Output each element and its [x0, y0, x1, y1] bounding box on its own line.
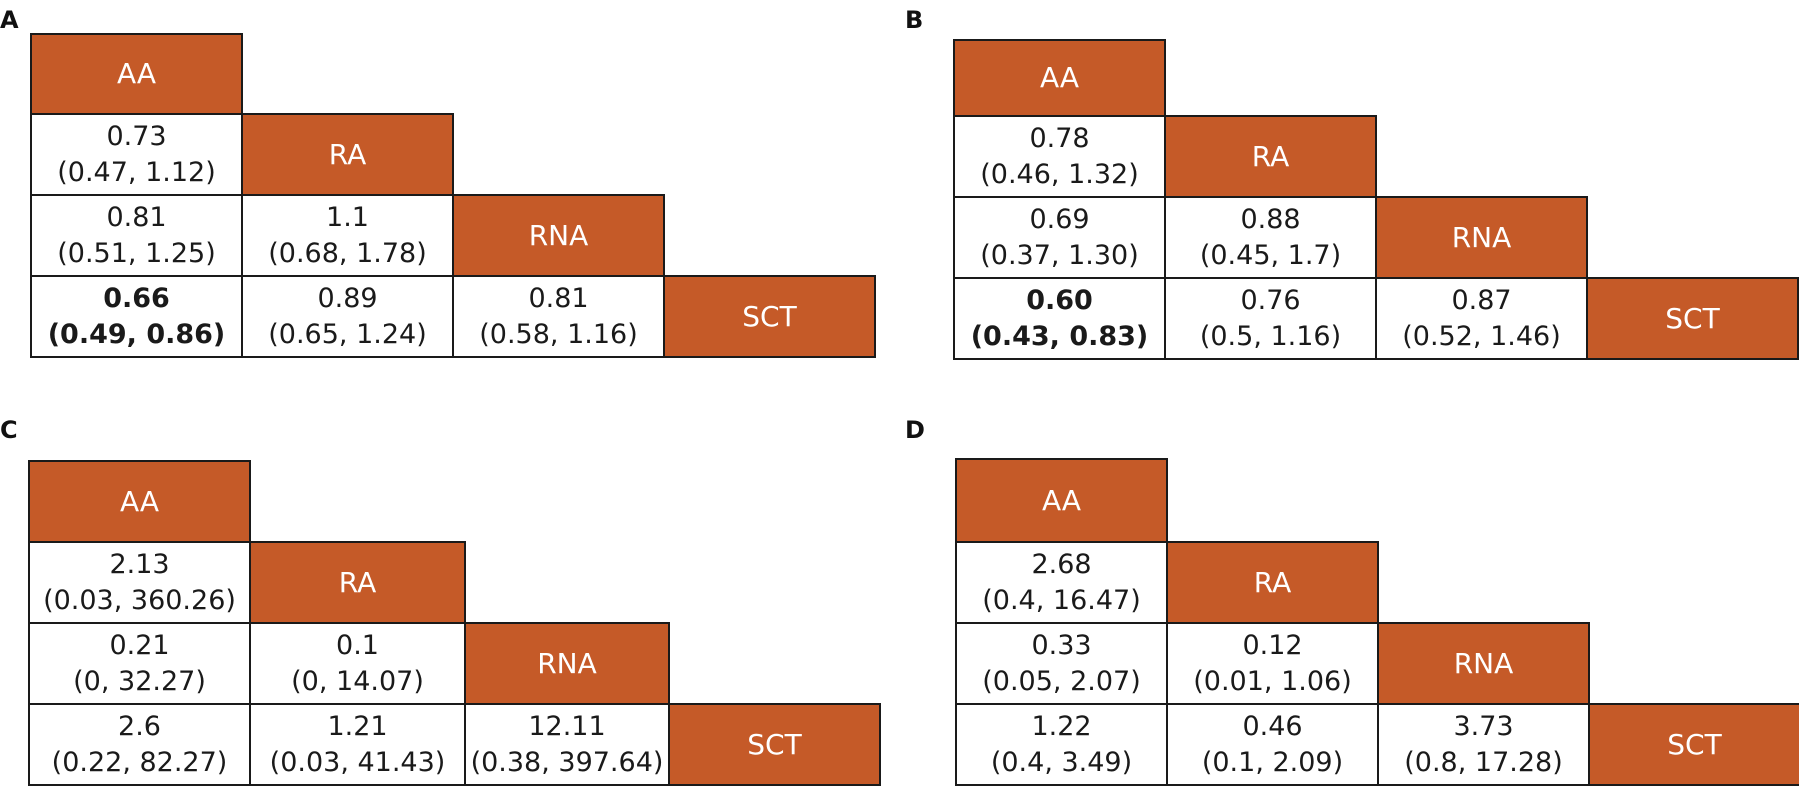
confidence-interval: (0.4, 3.49) — [990, 746, 1133, 778]
confidence-interval: (0.52, 1.46) — [1402, 320, 1561, 352]
panel-b-cell-r1-c0: 0.78 (0.46, 1.32) — [953, 115, 1166, 198]
confidence-interval: (0.22, 82.27) — [51, 746, 228, 778]
panel-b-cell-r2-c1: 0.88 (0.45, 1.7) — [1164, 196, 1377, 279]
confidence-interval: (0.65, 1.24) — [268, 318, 427, 350]
panel-d-diag-ra: RA — [1166, 541, 1379, 624]
panel-a-cell-r3-c2: 0.81 (0.58, 1.16) — [452, 275, 665, 358]
panel-b-cell-r3-c0: 0.60 (0.43, 0.83) — [953, 277, 1166, 360]
panel-a-cell-r2-c0: 0.81 (0.51, 1.25) — [30, 194, 243, 277]
panel-b-diag-aa: AA — [953, 39, 1166, 117]
confidence-interval: (0.49, 0.86) — [47, 318, 226, 350]
estimate-value: 0.12 — [1242, 629, 1303, 661]
confidence-interval: (0.43, 0.83) — [970, 320, 1149, 352]
panel-b-cell-r2-c0: 0.69 (0.37, 1.30) — [953, 196, 1166, 279]
estimate-value: 0.33 — [1031, 629, 1092, 661]
panel-c-cell-r2-c0: 0.21 (0, 32.27) — [28, 622, 251, 705]
panel-c-cell-r3-c2: 12.11 (0.38, 397.64) — [464, 703, 670, 786]
estimate-value: 1.21 — [327, 710, 388, 742]
estimate-value: 0.66 — [103, 282, 170, 314]
panel-c-diag-aa: AA — [28, 460, 251, 543]
confidence-interval: (0.46, 1.32) — [980, 158, 1139, 190]
confidence-interval: (0.51, 1.25) — [57, 237, 216, 269]
panel-a-cell-r3-c1: 0.89 (0.65, 1.24) — [241, 275, 454, 358]
estimate-value: 2.13 — [109, 548, 170, 580]
confidence-interval: (0.01, 1.06) — [1193, 665, 1352, 697]
estimate-value: 0.21 — [109, 629, 170, 661]
confidence-interval: (0.4, 16.47) — [982, 584, 1141, 616]
panel-d-diag-aa: AA — [955, 458, 1168, 543]
panel-d-diag-sct: SCT — [1588, 703, 1799, 786]
confidence-interval: (0, 32.27) — [73, 665, 206, 697]
estimate-value: 0.87 — [1451, 284, 1512, 316]
confidence-interval: (0.58, 1.16) — [479, 318, 638, 350]
panel-c-diag-ra: RA — [249, 541, 466, 624]
panel-c-cell-r3-c0: 2.6 (0.22, 82.27) — [28, 703, 251, 786]
panel-c-cell-r2-c1: 0.1 (0, 14.07) — [249, 622, 466, 705]
panel-a-diag-aa: AA — [30, 33, 243, 115]
panel-c-cell-r3-c1: 1.21 (0.03, 41.43) — [249, 703, 466, 786]
panel-c-diag-rna: RNA — [464, 622, 670, 705]
confidence-interval: (0.05, 2.07) — [982, 665, 1141, 697]
panel-d-cell-r3-c0: 1.22 (0.4, 3.49) — [955, 703, 1168, 786]
estimate-value: 0.81 — [106, 201, 167, 233]
panel-b-diag-rna: RNA — [1375, 196, 1588, 279]
panel-a-diag-sct: SCT — [663, 275, 876, 358]
confidence-interval: (0.68, 1.78) — [268, 237, 427, 269]
confidence-interval: (0.45, 1.7) — [1199, 239, 1342, 271]
panel-b-diag-sct: SCT — [1586, 277, 1799, 360]
estimate-value: 0.81 — [528, 282, 589, 314]
panel-b-label: B — [905, 6, 924, 34]
confidence-interval: (0.37, 1.30) — [980, 239, 1139, 271]
panel-a-diag-rna: RNA — [452, 194, 665, 277]
panel-d-cell-r2-c0: 0.33 (0.05, 2.07) — [955, 622, 1168, 705]
estimate-value: 1.1 — [326, 201, 369, 233]
estimate-value: 3.73 — [1453, 710, 1514, 742]
estimate-value: 0.89 — [317, 282, 378, 314]
confidence-interval: (0.38, 397.64) — [470, 746, 664, 778]
panel-c-cell-r1-c0: 2.13 (0.03, 360.26) — [28, 541, 251, 624]
estimate-value: 0.69 — [1029, 203, 1090, 235]
estimate-value: 0.46 — [1242, 710, 1303, 742]
confidence-interval: (0.5, 1.16) — [1199, 320, 1342, 352]
panel-a-label: A — [0, 6, 19, 34]
panel-d-cell-r3-c1: 0.46 (0.1, 2.09) — [1166, 703, 1379, 786]
estimate-value: 2.6 — [118, 710, 161, 742]
confidence-interval: (0.03, 41.43) — [269, 746, 446, 778]
confidence-interval: (0.47, 1.12) — [57, 156, 216, 188]
panel-b-diag-ra: RA — [1164, 115, 1377, 198]
confidence-interval: (0, 14.07) — [291, 665, 424, 697]
panel-a-cell-r2-c1: 1.1 (0.68, 1.78) — [241, 194, 454, 277]
panel-a-cell-r1-c0: 0.73 (0.47, 1.12) — [30, 113, 243, 196]
estimate-value: 0.88 — [1240, 203, 1301, 235]
panel-b-cell-r3-c1: 0.76 (0.5, 1.16) — [1164, 277, 1377, 360]
confidence-interval: (0.1, 2.09) — [1201, 746, 1344, 778]
estimate-value: 12.11 — [528, 710, 606, 742]
panel-c-label: C — [0, 416, 18, 444]
panel-d-cell-r1-c0: 2.68 (0.4, 16.47) — [955, 541, 1168, 624]
panel-d-cell-r2-c1: 0.12 (0.01, 1.06) — [1166, 622, 1379, 705]
estimate-value: 0.1 — [336, 629, 379, 661]
panel-d-label: D — [905, 416, 925, 444]
estimate-value: 1.22 — [1031, 710, 1092, 742]
estimate-value: 0.76 — [1240, 284, 1301, 316]
estimate-value: 0.73 — [106, 120, 167, 152]
confidence-interval: (0.03, 360.26) — [43, 584, 236, 616]
panel-a-diag-ra: RA — [241, 113, 454, 196]
confidence-interval: (0.8, 17.28) — [1404, 746, 1563, 778]
panel-a-cell-r3-c0: 0.66 (0.49, 0.86) — [30, 275, 243, 358]
panel-d-diag-rna: RNA — [1377, 622, 1590, 705]
panel-d-cell-r3-c2: 3.73 (0.8, 17.28) — [1377, 703, 1590, 786]
estimate-value: 0.78 — [1029, 122, 1090, 154]
panel-c-diag-sct: SCT — [668, 703, 881, 786]
estimate-value: 2.68 — [1031, 548, 1092, 580]
estimate-value: 0.60 — [1026, 284, 1093, 316]
panel-b-cell-r3-c2: 0.87 (0.52, 1.46) — [1375, 277, 1588, 360]
